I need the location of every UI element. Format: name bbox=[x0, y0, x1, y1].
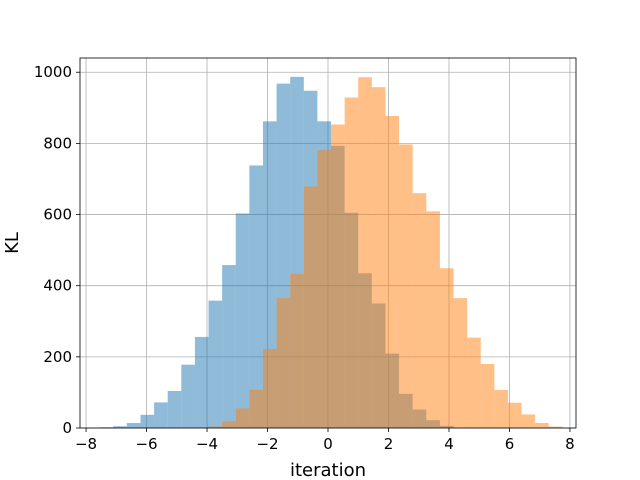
histogram-bar-series-2 bbox=[358, 77, 372, 428]
y-tick-label: 200 bbox=[43, 348, 72, 366]
y-axis-ticks: 0 200 400 600 800 1000 bbox=[34, 63, 80, 437]
histogram-bar-series-1 bbox=[167, 391, 182, 428]
x-tick-label: 2 bbox=[384, 435, 394, 453]
x-tick-label: −6 bbox=[135, 435, 157, 453]
histogram-bar-series-2 bbox=[385, 115, 400, 428]
histogram-bar-series-2 bbox=[262, 349, 277, 428]
y-tick-label: 600 bbox=[43, 206, 72, 224]
histogram-bar-series-2 bbox=[344, 97, 359, 428]
histogram-bar-series-2 bbox=[276, 298, 291, 428]
x-axis-title: iteration bbox=[290, 460, 366, 480]
histogram-bar-series-1 bbox=[140, 414, 155, 428]
histogram-bar-series-2 bbox=[331, 124, 345, 429]
histogram-bar-series-1 bbox=[249, 165, 263, 428]
x-tick-label: −2 bbox=[256, 435, 278, 453]
x-tick-label: −8 bbox=[75, 435, 97, 453]
x-axis-ticks: −8 −6 −4 −2 0 2 4 6 8 bbox=[75, 428, 575, 453]
histogram-bar-series-2 bbox=[371, 87, 386, 428]
histogram-bar-series-1 bbox=[126, 423, 141, 428]
histogram-bar-series-2 bbox=[521, 414, 536, 428]
histogram-bar-series-2 bbox=[426, 211, 440, 428]
histogram-bar-series-2 bbox=[317, 150, 332, 428]
histogram-bar-series-2 bbox=[507, 402, 522, 428]
histogram-bar-series-2 bbox=[467, 337, 481, 428]
histogram-bar-series-1 bbox=[235, 213, 250, 428]
histogram-bars bbox=[99, 76, 563, 429]
histogram-bar-series-1 bbox=[154, 402, 168, 428]
histogram-bar-series-2 bbox=[290, 273, 304, 428]
y-tick-label: 800 bbox=[43, 134, 72, 152]
y-tick-label: 1000 bbox=[34, 63, 72, 81]
histogram-bar-series-2 bbox=[453, 298, 468, 428]
histogram-bar-series-1 bbox=[194, 336, 209, 428]
histogram-bar-series-1 bbox=[208, 300, 223, 428]
histogram-bar-series-2 bbox=[412, 193, 427, 428]
x-tick-label: −4 bbox=[196, 435, 218, 453]
histogram-bar-series-2 bbox=[222, 421, 236, 428]
histogram-bar-series-2 bbox=[535, 423, 549, 428]
histogram-bar-series-2 bbox=[249, 389, 263, 428]
histogram-bar-series-1 bbox=[181, 364, 195, 428]
histogram-bar-series-2 bbox=[480, 363, 495, 428]
histogram-bar-series-1 bbox=[222, 265, 236, 428]
y-tick-label: 0 bbox=[62, 419, 72, 437]
histogram-bar-series-2 bbox=[303, 186, 318, 428]
x-tick-label: 4 bbox=[444, 435, 454, 453]
histogram-bar-series-1 bbox=[113, 426, 127, 428]
y-axis-title: KL bbox=[2, 232, 23, 254]
x-tick-label: 6 bbox=[505, 435, 515, 453]
histogram-bar-series-2 bbox=[208, 426, 223, 428]
histogram-bar-series-2 bbox=[548, 426, 563, 428]
histogram-bar-series-2 bbox=[235, 408, 250, 428]
histogram-bar-series-2 bbox=[494, 389, 508, 428]
y-tick-label: 400 bbox=[43, 277, 72, 295]
histogram-bar-series-2 bbox=[439, 268, 454, 428]
x-tick-label: 0 bbox=[323, 435, 333, 453]
histogram-bar-series-2 bbox=[399, 144, 413, 429]
x-tick-label: 8 bbox=[565, 435, 575, 453]
